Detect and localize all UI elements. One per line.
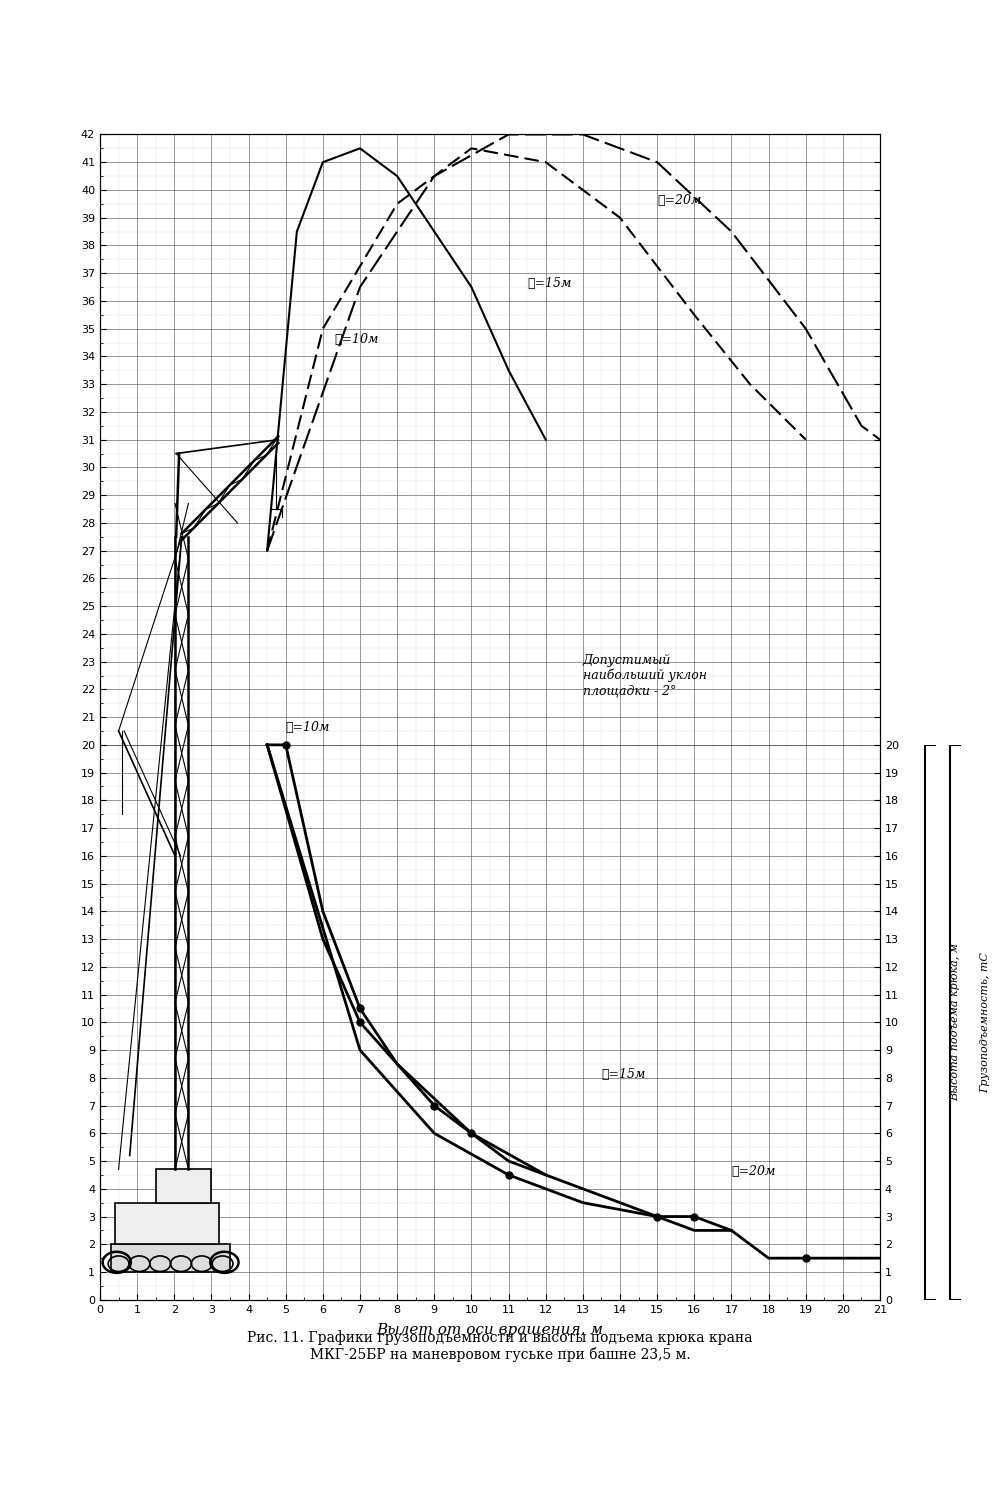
Bar — [156, 1170, 211, 1203]
Text: Допустимый
наибольший уклон
площадки - 2°: Допустимый наибольший уклон площадки - 2… — [583, 654, 707, 698]
Text: Грузоподъемность, тС: Грузоподъемность, тС — [980, 952, 990, 1092]
Text: ℓ=15м: ℓ=15м — [527, 276, 572, 290]
Text: ℓ=15м: ℓ=15м — [601, 1068, 646, 1080]
Text: Рис. 11. Графики грузоподъемности и высоты подъема крюка крана
МКГ-25БР на манев: Рис. 11. Графики грузоподъемности и высо… — [247, 1330, 753, 1363]
X-axis label: Вылет от оси вращения, м: Вылет от оси вращения, м — [376, 1324, 604, 1337]
Text: ℓ=20м: ℓ=20м — [657, 194, 702, 206]
Text: ℓ=20м: ℓ=20м — [731, 1165, 776, 1177]
Bar — [111, 1245, 230, 1271]
Bar — [115, 1203, 219, 1245]
Text: ℓ=10м: ℓ=10м — [286, 722, 330, 734]
Text: Высота подъема крюка, м: Высота подъема крюка, м — [950, 943, 960, 1101]
Text: ℓ=10м: ℓ=10м — [334, 333, 378, 345]
